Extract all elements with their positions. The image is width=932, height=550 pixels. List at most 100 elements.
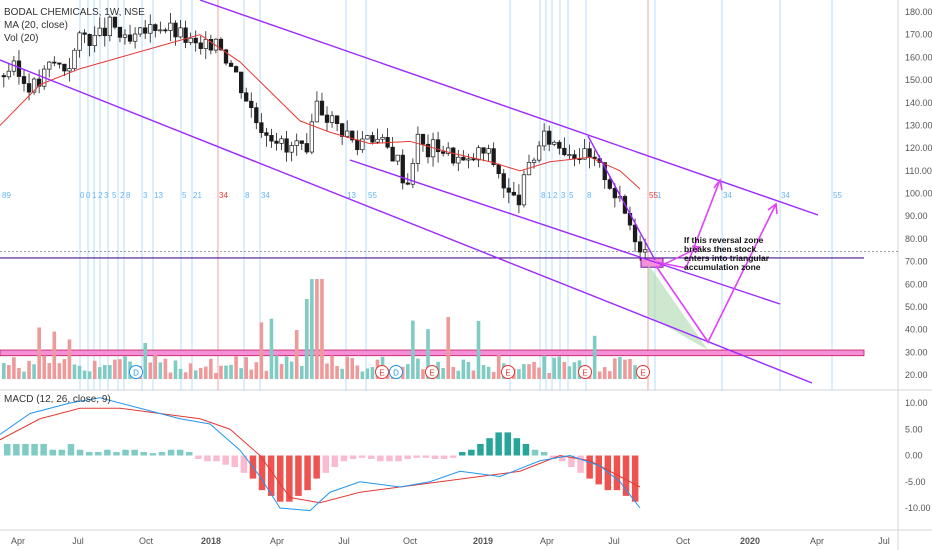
macd-histogram-bar <box>131 449 138 456</box>
volume-bar <box>426 329 430 379</box>
volume-bar <box>602 367 607 379</box>
volume-bar <box>7 365 11 379</box>
candle-body <box>557 141 562 149</box>
candle-body <box>269 135 274 142</box>
cycle-label: 55 <box>368 191 377 200</box>
candle-body <box>92 34 97 46</box>
candle-body <box>259 122 264 134</box>
channel-inner <box>349 159 781 305</box>
volume-bar <box>204 366 208 379</box>
macd-histogram-bar <box>231 455 238 468</box>
candle-body <box>138 27 143 35</box>
macd-pane[interactable] <box>0 392 898 530</box>
candle-body <box>198 42 203 49</box>
macd-axis-label: 5.00 <box>905 424 923 434</box>
macd-legend[interactable]: MACD (12, 26, close, 9) <box>4 394 111 405</box>
volume-bar <box>229 364 233 379</box>
volume-bar <box>522 364 526 379</box>
macd-histogram-bar <box>258 455 266 491</box>
time-axis-label: Jul <box>72 536 84 546</box>
cycle-label: 34 <box>723 191 732 200</box>
candle-body <box>612 188 617 199</box>
candle-body <box>562 147 567 156</box>
event-marker <box>389 365 403 379</box>
candle-body <box>441 151 446 154</box>
cycle-label: 34 <box>261 191 270 200</box>
candle-body <box>380 137 385 140</box>
macd-histogram-bar <box>349 455 357 459</box>
ma20-line <box>0 34 641 190</box>
price-axis-label: 180.00 <box>905 7 932 17</box>
volume-bar <box>476 320 481 379</box>
candle-body <box>541 130 547 147</box>
event-marker <box>501 365 515 379</box>
candle-body <box>117 26 123 38</box>
volume-bar <box>461 359 466 379</box>
candle-body <box>82 32 87 35</box>
candle-body <box>36 78 42 87</box>
cycle-label: 3 <box>143 191 148 200</box>
macd-histogram-bar <box>377 455 384 462</box>
candle-body <box>400 154 405 184</box>
volume-bar <box>284 356 289 379</box>
volume-bar <box>163 358 168 379</box>
ma-legend[interactable]: MA (20, close) <box>4 20 68 31</box>
volume-bar <box>148 362 153 379</box>
candle-body <box>148 24 153 34</box>
candle-body <box>127 34 133 42</box>
volume-bar <box>305 299 309 379</box>
candles <box>0 13 648 261</box>
volume-bar <box>350 358 355 379</box>
candle-body <box>552 141 557 145</box>
volume-bar <box>537 367 541 379</box>
volume-bar <box>62 359 67 379</box>
candle-body <box>143 27 148 34</box>
event-marker-label: E <box>505 369 510 378</box>
candle-body <box>304 143 309 153</box>
candle-body <box>446 147 451 154</box>
vol-legend[interactable]: Vol (20) <box>4 33 39 44</box>
volume-bar <box>345 356 349 379</box>
event-marker <box>425 365 439 379</box>
candle-body <box>102 27 107 37</box>
volume-bar <box>289 361 294 379</box>
candle-body <box>496 164 501 175</box>
macd-histogram-bar <box>204 455 211 462</box>
candle-body <box>31 78 37 93</box>
volume-bar <box>103 365 107 379</box>
volume-bar <box>153 355 158 379</box>
volume-bar <box>416 358 420 379</box>
volume-bar <box>552 357 557 379</box>
volume-bar <box>340 368 344 379</box>
price-axis[interactable] <box>898 0 932 550</box>
candle-body <box>183 27 188 43</box>
macd-axis-label: -5.00 <box>905 477 926 487</box>
event-marker-label: E <box>429 369 434 378</box>
symbol-title[interactable]: BODAL CHEMICALS, 1W, NSE <box>4 7 145 18</box>
cycle-label: 3 <box>104 191 109 200</box>
candle-body <box>567 154 572 157</box>
time-axis-label: 2020 <box>740 536 760 546</box>
price-axis-label: 150.00 <box>905 75 932 85</box>
candle-body <box>572 154 577 160</box>
macd-line <box>0 397 641 512</box>
macd-histogram-bar <box>386 455 393 462</box>
candle-body <box>72 49 77 70</box>
candle-body <box>501 173 506 189</box>
volume-bar <box>491 372 496 379</box>
macd-histogram-bar <box>22 443 29 456</box>
macd-histogram-bar <box>459 452 466 456</box>
volume-bar <box>244 357 248 379</box>
candle-body <box>324 114 330 123</box>
volume-bar <box>47 363 52 379</box>
macd-histogram-bar <box>495 432 502 456</box>
candle-body <box>375 138 380 143</box>
cycle-label: 8 <box>245 191 250 200</box>
volume-bar <box>294 329 299 379</box>
volume-bar <box>143 342 147 379</box>
volume-bar <box>87 371 92 379</box>
candle-body <box>249 100 254 108</box>
volume-bar <box>113 359 117 379</box>
volume-bar <box>572 362 577 379</box>
